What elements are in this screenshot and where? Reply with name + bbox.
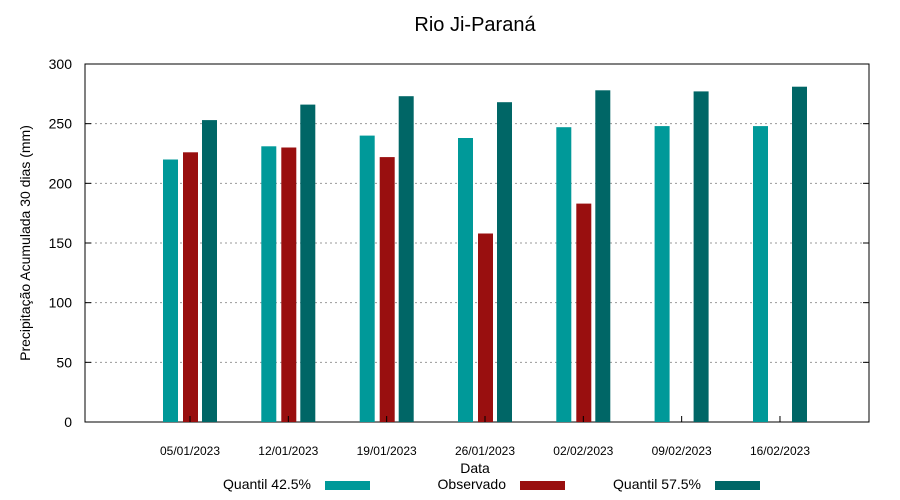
bar-observado	[478, 233, 493, 422]
x-tick-label: 02/02/2023	[553, 444, 613, 458]
y-tick-label: 50	[56, 354, 72, 370]
chart-title: Rio Ji-Paraná	[414, 14, 536, 36]
bar-quantil-42	[556, 127, 572, 422]
x-tick-label: 09/02/2023	[652, 444, 712, 458]
x-tick-label: 12/01/2023	[258, 444, 318, 458]
x-axis-ticks: 05/01/2023 12/01/2023 19/01/2023 26/01/2023…	[160, 416, 810, 458]
bars	[163, 86, 807, 423]
legend-label-observado: Observado	[438, 476, 507, 492]
y-tick-label: 250	[49, 116, 73, 132]
legend-swatch-quantil-57	[715, 481, 760, 490]
bar-quantil-57	[595, 90, 611, 423]
y-tick-label: 200	[49, 175, 73, 191]
x-tick-label: 16/02/2023	[750, 444, 810, 458]
legend-label-quantil-57: Quantil 57.5%	[613, 476, 701, 492]
bar-observado	[183, 152, 198, 423]
legend-swatch-quantil-42	[325, 481, 370, 490]
x-axis-label: Data	[460, 460, 490, 476]
bar-quantil-42	[261, 146, 277, 423]
y-tick-label: 150	[49, 235, 73, 251]
bar-quantil-42	[654, 126, 670, 422]
bar-quantil-42	[163, 159, 178, 422]
bar-observado	[576, 203, 592, 422]
legend-swatch-observado	[520, 481, 565, 490]
bar-quantil-42	[458, 138, 473, 422]
x-tick-label: 05/01/2023	[160, 444, 220, 458]
y-axis-ticks: 0 50 100 150 200 250 300	[49, 56, 869, 430]
y-tick-label: 100	[49, 295, 73, 311]
bar-quantil-42	[359, 135, 375, 422]
y-axis-label: Precipitação Acumulada 30 dias (mm)	[17, 125, 33, 361]
bar-quantil-57	[202, 120, 217, 422]
bar-quantil-57	[300, 104, 316, 422]
legend: Quantil 42.5% Observado Quantil 57.5%	[223, 476, 760, 492]
legend-label-quantil-42: Quantil 42.5%	[223, 476, 311, 492]
bar-observado	[281, 147, 297, 422]
x-tick-label: 26/01/2023	[455, 444, 515, 458]
bar-quantil-57	[398, 96, 414, 422]
bar-quantil-57	[792, 86, 807, 422]
y-tick-label: 0	[64, 414, 72, 430]
bar-quantil-42	[753, 126, 768, 422]
bar-quantil-57	[497, 102, 512, 422]
bar-quantil-57	[693, 91, 709, 423]
bar-observado	[379, 157, 395, 422]
y-tick-label: 300	[49, 56, 73, 72]
x-tick-label: 19/01/2023	[357, 444, 417, 458]
